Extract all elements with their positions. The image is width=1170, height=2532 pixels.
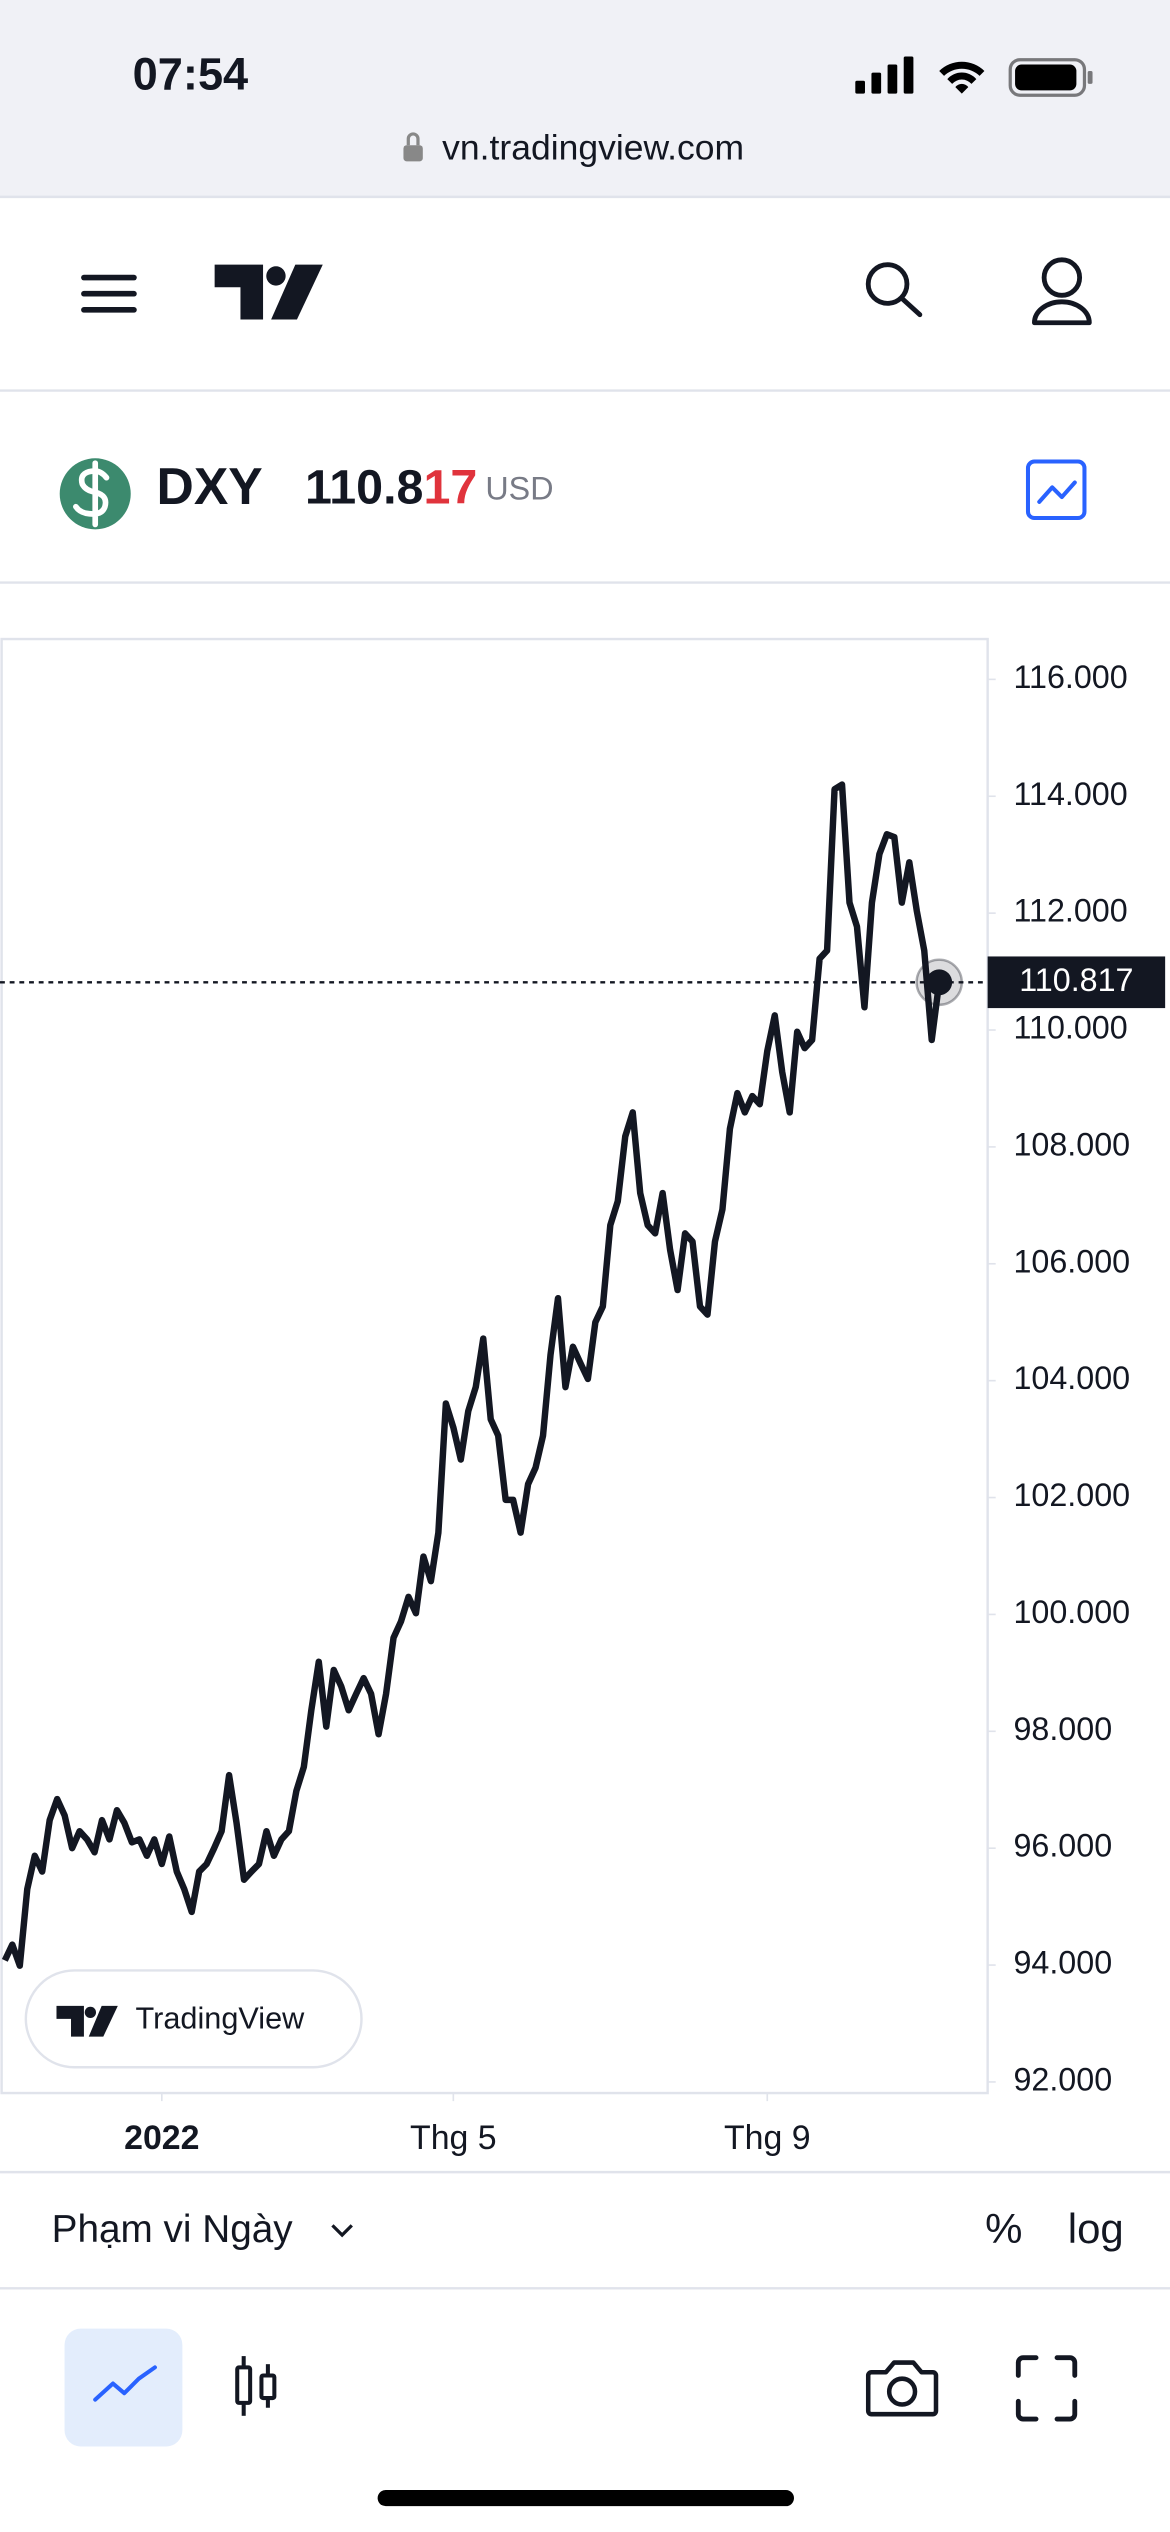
y-tick-label: 114.000 [1013, 776, 1127, 812]
y-tick-label: 116.000 [1013, 659, 1127, 695]
user-button[interactable] [1032, 257, 1092, 326]
range-chevron[interactable] [331, 2224, 353, 2238]
plot-area [0, 637, 989, 2095]
last-price-dot [926, 969, 953, 996]
status-icons [855, 56, 1093, 97]
home-indicator [377, 2490, 794, 2507]
tradingview-badge[interactable]: TradingView [24, 1969, 363, 2069]
line-style-button[interactable] [64, 2328, 183, 2447]
y-tick-label: 100.000 [1013, 1594, 1130, 1630]
last-price-label: 110.817 [1019, 962, 1133, 998]
price-main: 110.8 [305, 460, 423, 514]
x-tick-label: Thg 9 [724, 2119, 811, 2157]
fullscreen-button[interactable] [1015, 2355, 1078, 2422]
ticker: DXY [157, 457, 263, 515]
y-tick-label: 102.000 [1013, 1477, 1130, 1513]
price-line [1, 781, 943, 1969]
x-tick-label: 2022 [124, 2119, 199, 2157]
browser-bar [0, 0, 1170, 197]
lock-icon [403, 132, 423, 162]
y-tick-label: 106.000 [1013, 1243, 1130, 1279]
snapshot-button[interactable] [865, 2360, 939, 2417]
chart-type-button[interactable] [1025, 459, 1087, 521]
last-price-tag [987, 956, 1166, 1009]
y-tick-label: 108.000 [1013, 1126, 1130, 1162]
y-tick-label: 98.000 [1013, 1711, 1112, 1747]
log-toggle[interactable]: log [1068, 2205, 1124, 2252]
y-tick-label: 110.000 [1013, 1010, 1127, 1046]
currency-icon [59, 458, 131, 530]
y-tick-label: 96.000 [1013, 1828, 1112, 1864]
y-tick-label: 112.000 [1013, 893, 1127, 929]
clock: 07:54 [133, 48, 249, 99]
logo[interactable] [214, 264, 323, 320]
menu-button[interactable] [81, 274, 137, 313]
plot [1, 781, 943, 1969]
y-tick-label: 92.000 [1013, 2061, 1112, 2097]
badge-text: TradingView [136, 2002, 306, 2036]
currency: USD [485, 470, 553, 506]
percent-toggle[interactable]: % [985, 2205, 1022, 2252]
price-change-digits: 17 [423, 460, 477, 514]
search-button[interactable] [865, 262, 923, 318]
candle-style-button[interactable] [235, 2356, 277, 2416]
y-tick-label: 104.000 [1013, 1360, 1130, 1396]
price: 110.817 USD [305, 460, 554, 514]
url[interactable]: vn.tradingview.com [442, 127, 744, 167]
y-tick-label: 94.000 [1013, 1945, 1112, 1981]
x-tick-label: Thg 5 [410, 2119, 497, 2157]
range-selector[interactable]: Phạm vi Ngày [52, 2208, 294, 2251]
axes: 116.000 114.000 112.000 110.000 108.000 106.0… [124, 659, 1130, 2157]
